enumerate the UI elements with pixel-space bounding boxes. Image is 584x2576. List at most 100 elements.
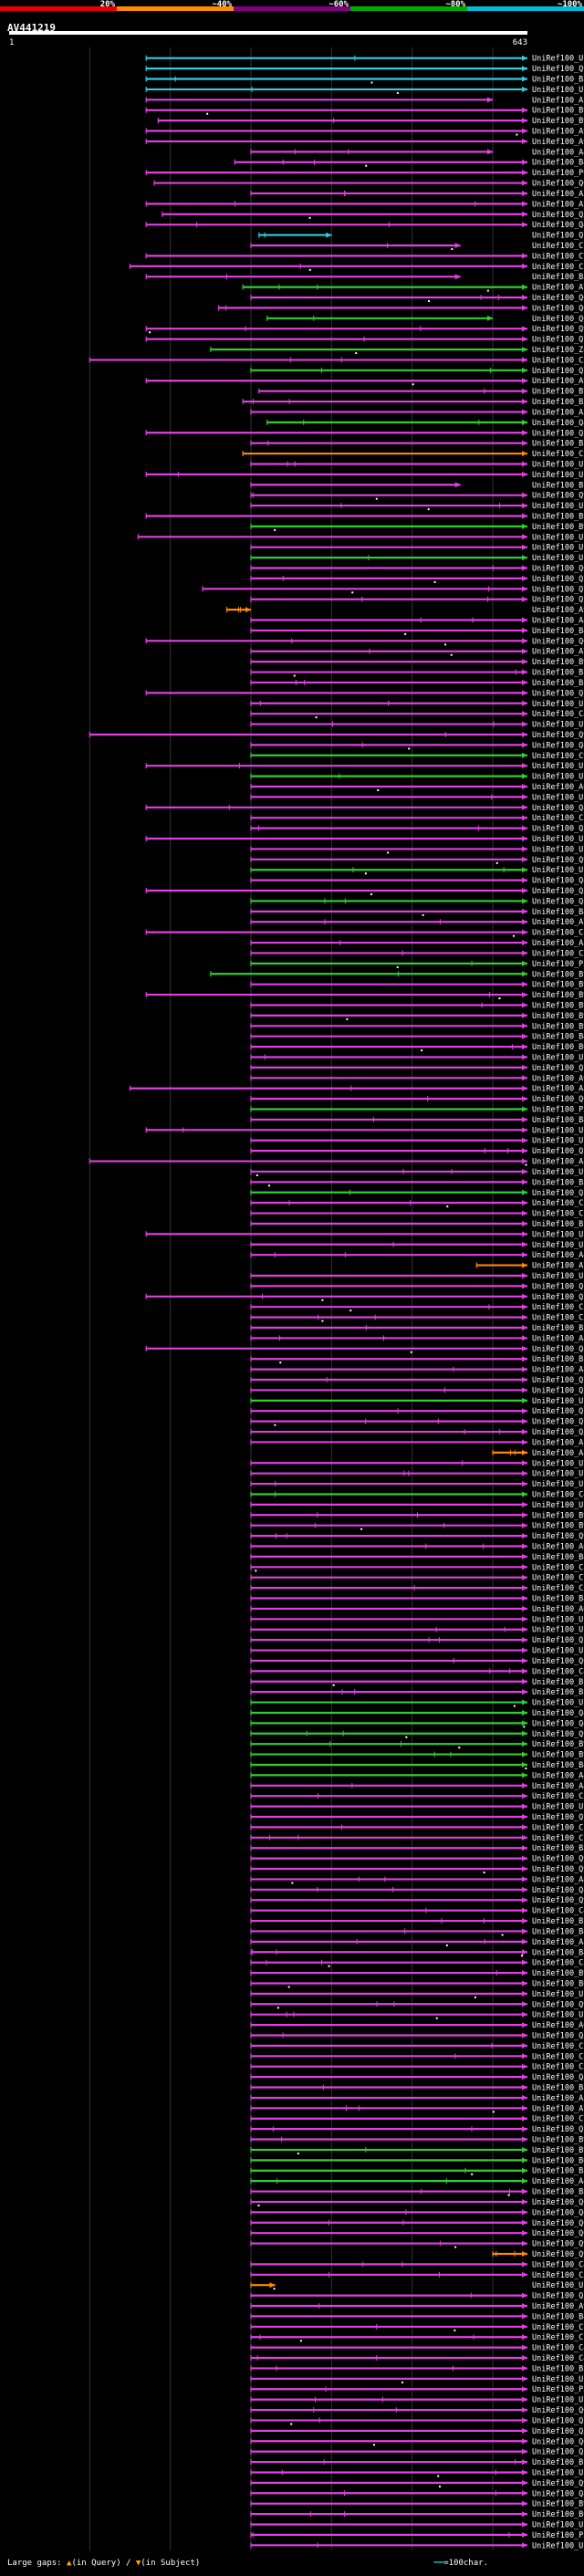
mismatch-dot [346,1017,349,1020]
hit-label: UniRef100_B4L8H1 [532,1761,584,1770]
hit-arrow [522,1730,527,1736]
hit-arrow [522,1886,527,1893]
hit-label: UniRef100_A4ZSC0 [532,1334,584,1343]
hit-arrow [522,263,527,269]
hit-arrow [522,981,527,987]
hit-label: UniRef100_A3LT7T [532,939,584,948]
mismatch-dot [299,2340,302,2342]
hit-label: UniRef100_UP1000... [532,845,584,854]
hit-label: UniRef100_Q9S7T1 [532,731,584,740]
hit-label: UniRef100_C5Y5Z9 [532,1959,584,1968]
hit-label: UniRef100_UP1000... [532,544,584,553]
hit-label: UniRef100_B3NYF4 [532,2167,584,2176]
hit-arrow [522,836,527,842]
hit-label: UniRef100_A2Y711 [532,200,584,209]
mismatch-dot [405,1736,408,1738]
hit-arrow [522,1866,527,1872]
hit-arrow [522,2365,527,2372]
hit-arrow [522,1814,527,1820]
hit-arrow [522,1220,527,1226]
hit-label: UniRef100_Q7PE18 [532,367,584,376]
hit-arrow [454,274,461,280]
hit-label: UniRef100_B9QLW9 [532,970,584,979]
legend-large-gaps: Large gaps: [7,2559,62,2568]
hit-label: UniRef100_Q5ZKQ6 [532,2448,584,2457]
hit-arrow [487,315,494,321]
mismatch-dot [276,2007,279,2009]
hit-arrow [522,940,527,946]
hit-label: UniRef100_C4L3N3 [532,710,584,719]
hit-arrow [522,2167,527,2174]
pct-label: ~100% [558,0,583,9]
mismatch-dot [474,1996,476,1998]
hit-label: UniRef100_B9N7H1 [532,117,584,126]
hit-arrow [522,1116,527,1122]
hit-arrow [522,1605,527,1611]
hit-arrow [522,1585,527,1591]
hit-arrow [522,1928,527,1935]
hit-arrow [522,2188,527,2195]
hit-arrow [522,846,527,852]
hit-label: UniRef100_UP1000... [532,2520,584,2529]
mismatch-dot [454,2329,456,2331]
pct-label: ~60% [328,0,349,9]
hit-label: UniRef100_B9PLK1 [532,1740,584,1749]
hit-arrow [522,1959,527,1966]
hit-arrow [522,1044,527,1050]
hit-label: UniRef100_B3ZL03 [532,1844,584,1853]
hit-label: UniRef100_A5K9T3 [532,2094,584,2103]
hit-arrow [522,2303,527,2310]
mismatch-dot [512,934,515,937]
hit-label: UniRef100_A3BWJ8 [532,190,584,199]
query-bar [9,31,527,35]
hit-label: UniRef100_B6KEJ8 [532,2156,584,2165]
hit-arrow [522,1460,527,1466]
hit-arrow [522,2011,527,2018]
hit-arrow [522,159,527,165]
hit-label: UniRef100_A7T6W4 [532,284,584,293]
query-id: AV441219 [7,22,56,34]
hit-label: UniRef100_B1CB21 [532,1220,584,1229]
hit-arrow [522,201,527,207]
hit-label: UniRef100_C7PHD9 [532,2323,584,2332]
hit-arrow [454,482,461,488]
mismatch-dot [365,164,368,167]
hit-arrow [522,1345,527,1351]
hit-arrow [522,1283,527,1289]
hit-arrow [522,523,527,529]
hit-label: UniRef100_Q7ZU70 [532,232,584,241]
hit-arrow [522,794,527,800]
query-end: 643 [513,38,527,47]
hit-label: UniRef100_Q9DUM3 [532,2240,584,2249]
hit-label: UniRef100_B8MB46 [532,1595,584,1604]
hit-arrow [522,1595,527,1601]
hit-label: UniRef100_B4NJ94 [532,159,584,168]
hit-label: UniRef100_A7R5D0 [532,918,584,927]
hit-arrow [522,1481,527,1487]
hit-label: UniRef100_A7TF2U [532,1262,584,1271]
hit-label: UniRef100_C5U9S9 [532,929,584,938]
mismatch-dot [435,2017,438,2019]
hit-arrow [522,138,527,144]
hit-arrow [522,66,527,72]
mismatch-dot [427,508,430,511]
hit-arrow [522,1023,527,1029]
hit-label: UniRef100_A1SGF4 [532,1438,584,1447]
hit-label: UniRef100_C3C8N2 [532,1303,584,1312]
hit-arrow [522,1189,527,1195]
hit-label: UniRef100_UP1000... [532,700,584,709]
hit-arrow [522,2511,527,2518]
hit-label: UniRef100_UP1000... [532,2396,584,2405]
hit-arrow [522,960,527,966]
hit-arrow [522,1845,527,1851]
hit-arrow [522,357,527,363]
hit-arrow [522,471,527,477]
mismatch-dot [451,247,454,250]
hit-label: UniRef100_B3ZCE4 [532,1324,584,1333]
mismatch-dot [321,1319,324,1322]
hit-label: UniRef100_B3LAR6 [532,2084,584,2093]
hit-arrow [522,1033,527,1039]
hit-arrow [522,888,527,894]
hit-arrow [522,992,527,998]
